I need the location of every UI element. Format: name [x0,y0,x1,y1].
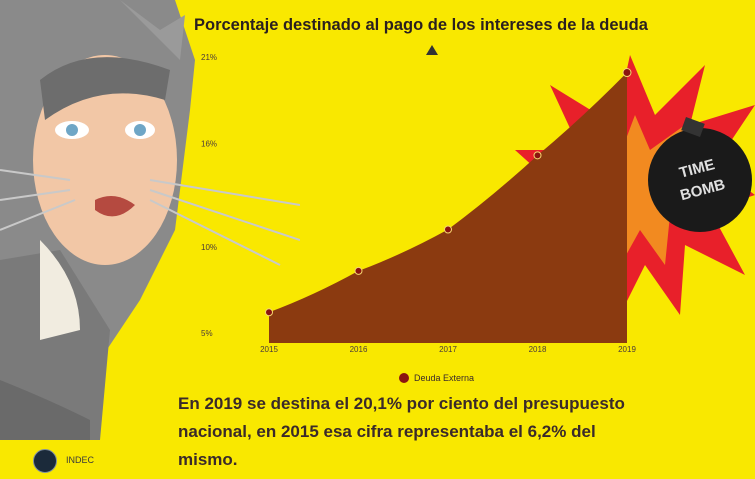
data-point[interactable] [265,308,273,317]
legend-label: Deuda Externa [414,373,475,383]
y-tick-label: 10% [201,243,217,252]
cat-character-illustration [0,0,300,440]
bomb-body [648,128,752,232]
source-logo-icon [33,449,57,473]
y-tick-label: 21% [201,53,217,62]
chart-title: Porcentaje destinado al pago de los inte… [194,16,648,34]
data-point[interactable] [622,68,632,78]
data-point[interactable] [444,225,452,234]
play-icon[interactable] [426,45,438,55]
x-tick-label: 2015 [260,345,278,354]
x-tick-label: 2018 [529,345,547,354]
x-tick-label: 2016 [350,345,368,354]
source-label: INDEC [66,455,95,465]
x-tick-label: 2019 [618,345,636,354]
y-tick-label: 5% [201,329,213,338]
x-tick-label: 2017 [439,345,457,354]
area-series-deuda-externa [269,72,627,344]
caption-text: En 2019 se destina el 20,1% por ciento d… [178,394,625,469]
legend-marker [399,373,409,383]
data-point[interactable] [354,266,363,275]
data-point[interactable] [533,151,542,160]
y-tick-label: 16% [201,139,217,148]
chart-legend: Deuda Externa [399,373,474,383]
